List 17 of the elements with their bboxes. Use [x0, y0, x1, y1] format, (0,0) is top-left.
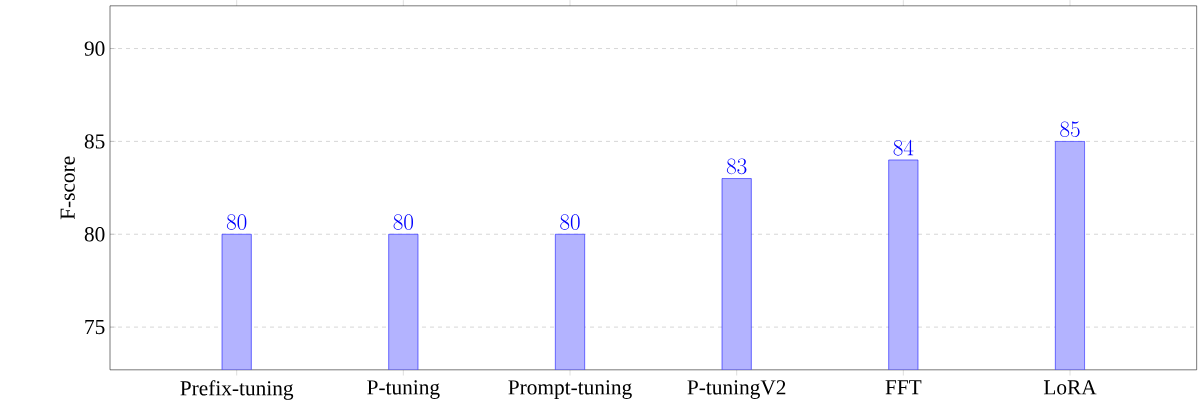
data-label: 85 [1060, 121, 1080, 137]
data-label: 83 [726, 158, 747, 174]
data-label: 80 [226, 214, 247, 230]
x-tick-label: P-tuning [367, 380, 440, 399]
x-tick-label: P-tuningV2 [687, 380, 786, 399]
data-label: 84 [893, 139, 914, 156]
x-tick-label: Prompt-tuning [508, 380, 632, 399]
x-tick-label: Prefix-tuning [180, 379, 294, 400]
x-tick-label: FFT [885, 379, 922, 394]
y-tick-label: 90 [84, 41, 105, 56]
y-axis-title: F-score [60, 156, 75, 219]
data-label: 80 [393, 214, 414, 230]
x-tick-label: LoRA [1043, 380, 1097, 395]
y-tick-label: 75 [85, 319, 105, 334]
data-label: 80 [560, 214, 580, 230]
y-tick-label: 80 [84, 226, 105, 242]
y-tick-label: 85 [84, 133, 105, 149]
